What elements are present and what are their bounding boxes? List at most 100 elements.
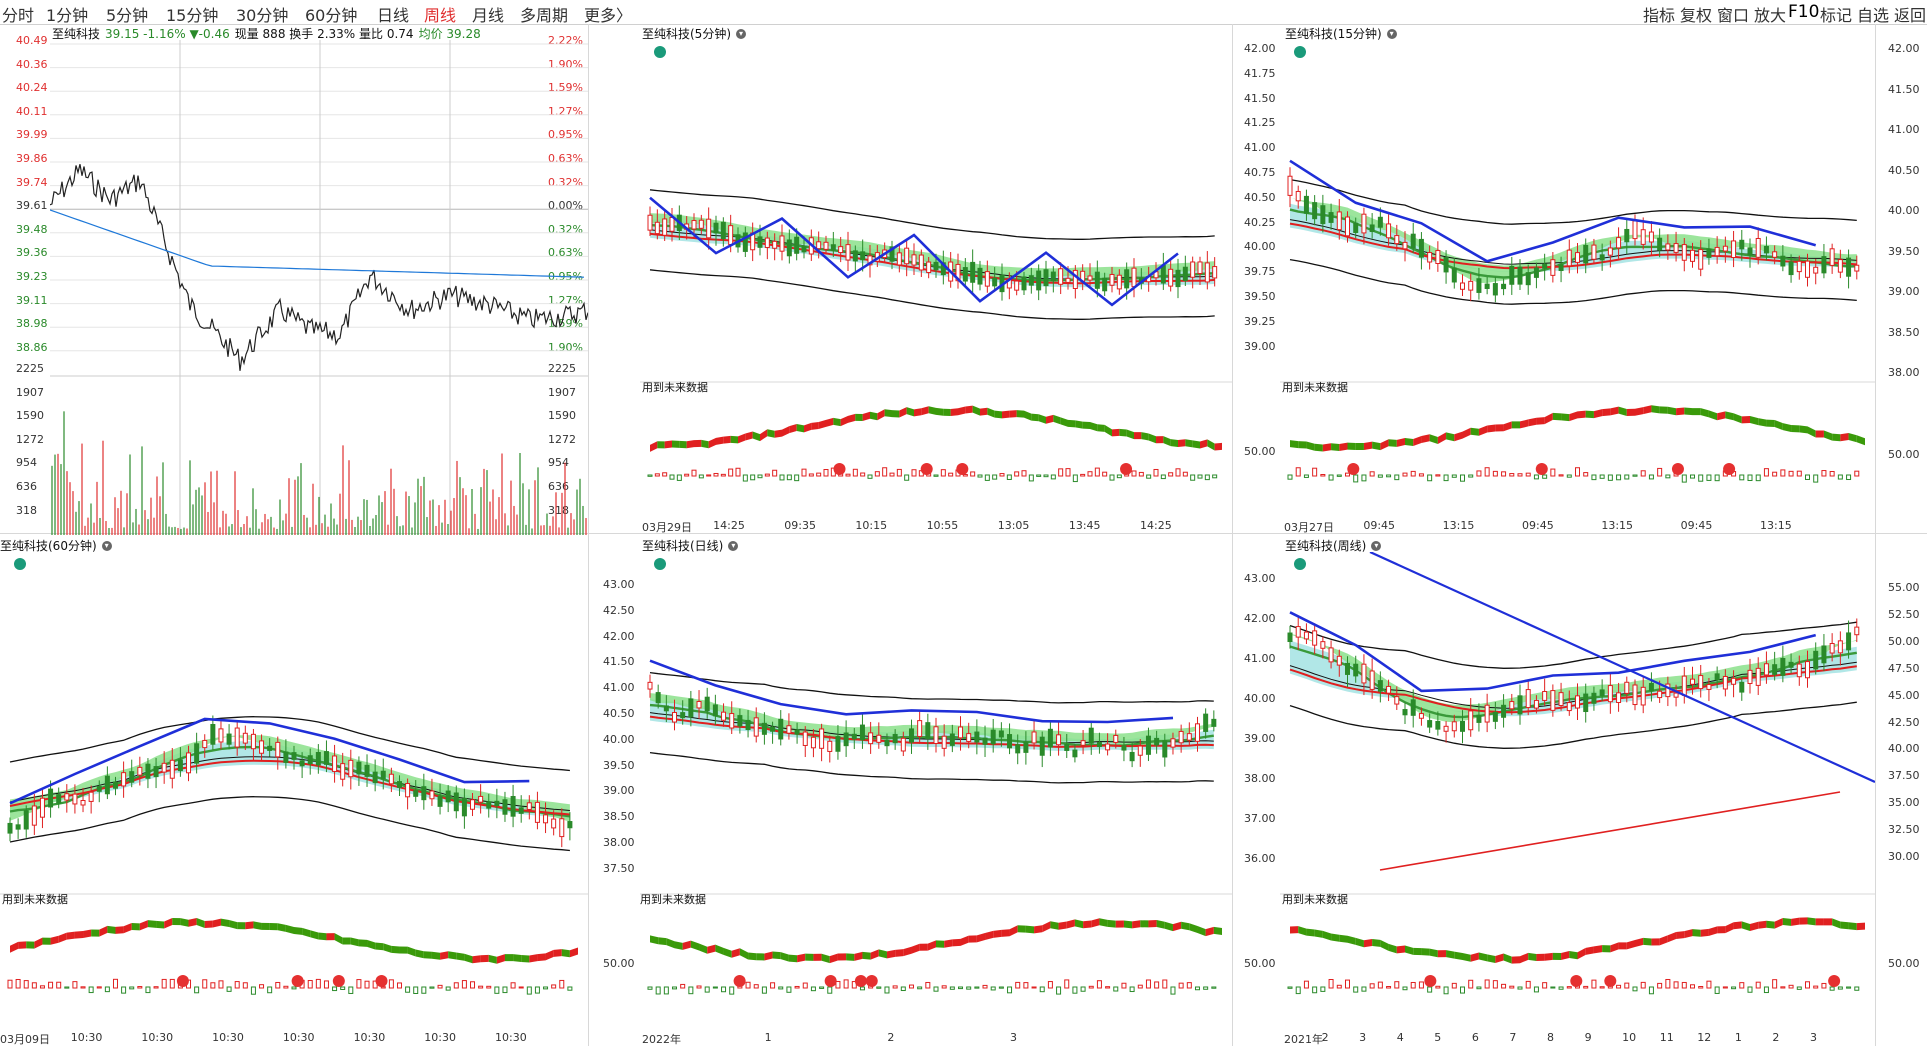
candle xyxy=(1591,244,1597,260)
indicator-wave xyxy=(1635,407,1644,416)
indicator-wave xyxy=(326,933,335,941)
p5m-chart[interactable] xyxy=(640,40,1232,535)
signal-badge xyxy=(291,975,304,987)
candle xyxy=(1094,271,1100,289)
histogram-bar xyxy=(662,472,668,477)
histogram-bar xyxy=(1846,474,1852,481)
p60m-chart[interactable] xyxy=(0,552,588,1046)
histogram-bar xyxy=(1303,980,1309,989)
indicator-wave xyxy=(99,925,108,937)
indicator-wave xyxy=(1339,442,1348,451)
candle xyxy=(1418,238,1424,258)
histogram-bar xyxy=(941,985,947,989)
candle xyxy=(1722,245,1728,252)
indicator-wave xyxy=(1832,918,1841,929)
period-multi[interactable]: 多周期 xyxy=(520,6,569,25)
right-price-tick: 41.00 xyxy=(1888,123,1920,136)
histogram-bar xyxy=(1072,474,1078,483)
indicator-wave xyxy=(1815,430,1824,438)
histogram-bar xyxy=(810,986,816,992)
period-60min[interactable]: 60分钟 xyxy=(305,6,358,25)
candle xyxy=(737,715,743,727)
timeshare-chart[interactable] xyxy=(50,40,588,535)
tool-mark[interactable]: 标记 xyxy=(1820,6,1853,25)
period-15min[interactable]: 15分钟 xyxy=(166,6,219,25)
indicator-wave xyxy=(1396,438,1405,447)
indicator-wave xyxy=(1643,405,1652,415)
indicator-wave xyxy=(1009,410,1017,418)
indicator-wave xyxy=(1413,947,1422,956)
tool-indicator[interactable]: 指标 xyxy=(1643,6,1676,25)
candle xyxy=(1028,275,1034,286)
indicator-wave xyxy=(66,931,75,940)
candle xyxy=(962,267,968,282)
p60m-dropdown-icon[interactable]: ▾ xyxy=(101,540,112,551)
period-30min[interactable]: 30分钟 xyxy=(236,6,289,25)
p5m-dropdown-icon[interactable]: ▾ xyxy=(736,28,746,39)
pweek-dropdown-icon[interactable]: ▾ xyxy=(1371,540,1382,551)
pweek-note: 用到未来数据 xyxy=(1282,893,1348,906)
histogram-bar xyxy=(990,986,996,991)
histogram-bar xyxy=(112,978,118,989)
pweek-chart[interactable] xyxy=(1280,552,1875,1046)
period-month[interactable]: 月线 xyxy=(472,6,505,25)
period-day[interactable]: 日线 xyxy=(377,6,410,25)
candle xyxy=(242,732,248,744)
tool-back[interactable]: 返回 xyxy=(1894,6,1927,25)
tool-adjust[interactable]: 复权 xyxy=(1680,6,1713,25)
p15m-indicator-label: 50.00 xyxy=(1244,445,1276,458)
histogram-bar xyxy=(145,986,151,994)
histogram-bar xyxy=(210,982,216,989)
right2-price-tick: 35.00 xyxy=(1888,796,1920,810)
indicator-wave xyxy=(1610,942,1619,953)
trend-line xyxy=(1369,552,1875,784)
period-1min[interactable]: 1分钟 xyxy=(46,6,89,25)
candle xyxy=(802,731,808,746)
candle xyxy=(543,814,549,824)
price-tick-label: 39.61 xyxy=(16,199,48,213)
candle xyxy=(1088,727,1094,744)
indicator-wave xyxy=(1840,921,1849,930)
tool-f10[interactable]: F10 xyxy=(1788,2,1820,22)
indicator-wave xyxy=(1585,410,1594,419)
histogram-bar xyxy=(1829,986,1835,991)
histogram-bar xyxy=(655,986,661,995)
signal-badge xyxy=(14,558,26,570)
signal-badge xyxy=(1828,975,1841,987)
histogram-bar xyxy=(949,986,955,990)
period-5min[interactable]: 5分钟 xyxy=(106,6,149,25)
candle xyxy=(1369,670,1375,690)
indicator-wave xyxy=(139,920,148,931)
p5m-note: 用到未来数据 xyxy=(642,381,708,394)
p15m-chart[interactable] xyxy=(1280,40,1875,535)
indicator-wave xyxy=(220,918,230,928)
period-more[interactable]: 更多〉 xyxy=(584,6,633,25)
boll-lower-line xyxy=(9,796,570,852)
indicator-wave xyxy=(253,921,262,930)
period-timeshare[interactable]: 分时 xyxy=(2,6,35,25)
tool-zoom[interactable]: 放大 xyxy=(1754,6,1787,25)
histogram-bar xyxy=(1295,467,1301,477)
histogram-bar xyxy=(794,474,800,482)
pweek-time-tick: 3 xyxy=(1359,1031,1367,1044)
candle xyxy=(1763,663,1769,676)
indicator-wave xyxy=(944,939,953,948)
period-week[interactable]: 周线 xyxy=(424,6,457,25)
histogram-bar xyxy=(1320,986,1326,992)
tool-window[interactable]: 窗口 xyxy=(1717,6,1750,25)
pweek-price-tick: 41.00 xyxy=(1244,652,1276,665)
histogram-bar xyxy=(1460,474,1465,482)
pday-dropdown-icon[interactable]: ▾ xyxy=(728,540,739,551)
indicator-wave xyxy=(1585,946,1594,955)
indicator-wave xyxy=(1856,435,1865,446)
tool-watchlist[interactable]: 自选 xyxy=(1857,6,1890,25)
indicator-wave xyxy=(277,923,286,932)
p15m-price-tick: 41.50 xyxy=(1244,91,1276,105)
indicator-wave xyxy=(1626,940,1635,950)
candle xyxy=(177,759,183,772)
pday-chart[interactable] xyxy=(640,552,1232,1046)
candle xyxy=(900,737,906,752)
candle xyxy=(1145,735,1151,755)
histogram-bar xyxy=(1160,474,1166,480)
p15m-dropdown-icon[interactable]: ▾ xyxy=(1386,28,1397,39)
